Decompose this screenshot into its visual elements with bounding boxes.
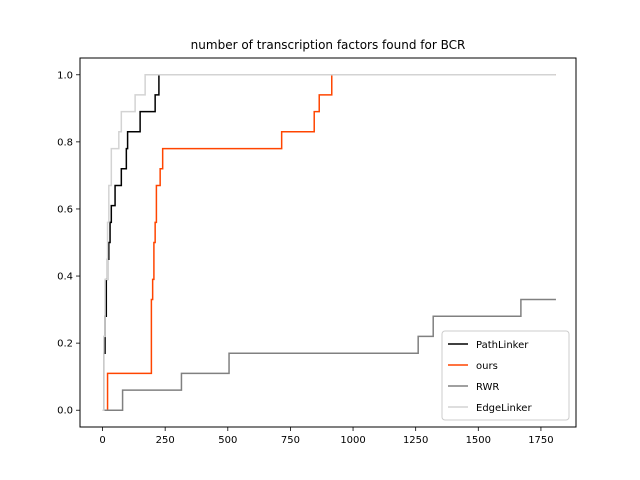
legend: PathLinker ours RWR EdgeLinker (441, 330, 570, 421)
y-tick-label: 1.0 (57, 70, 73, 81)
x-tick-label: 1500 (466, 435, 491, 446)
legend-label-pathlinker: PathLinker (476, 340, 529, 351)
legend-label-edgelinker: EdgeLinker (476, 403, 532, 414)
legend-label-ours: ours (476, 361, 498, 372)
axes-frame (79, 57, 577, 428)
x-tick-label: 250 (156, 435, 175, 446)
y-tick-label: 0.6 (57, 204, 73, 215)
x-tick-label: 500 (218, 435, 237, 446)
legend-box (441, 330, 570, 421)
x-tick-label: 750 (281, 435, 300, 446)
x-tick-label: 1000 (340, 435, 365, 446)
y-tick-label: 0.4 (57, 272, 73, 283)
series-line-pathlinker (102, 74, 556, 411)
x-tick-label: 1250 (403, 435, 428, 446)
y-tick-label: 0.0 (57, 406, 73, 417)
legend-label-rwr: RWR (476, 382, 499, 393)
series-line-rwr (102, 298, 556, 411)
y-tick-label: 0.8 (57, 137, 73, 148)
series-line-edgelinker (102, 74, 556, 411)
tick-layer: 0 250 500 750 1000 1250 1500 1750 0.0 0.2 0.4 0.6 0.… (57, 70, 554, 446)
series-layer (102, 74, 556, 411)
x-tick-label: 1750 (528, 435, 553, 446)
x-tick-label: 0 (99, 435, 105, 446)
series-line-ours (102, 74, 556, 411)
chart-title: number of transcription factors found fo… (191, 38, 466, 52)
y-tick-label: 0.2 (57, 339, 73, 350)
